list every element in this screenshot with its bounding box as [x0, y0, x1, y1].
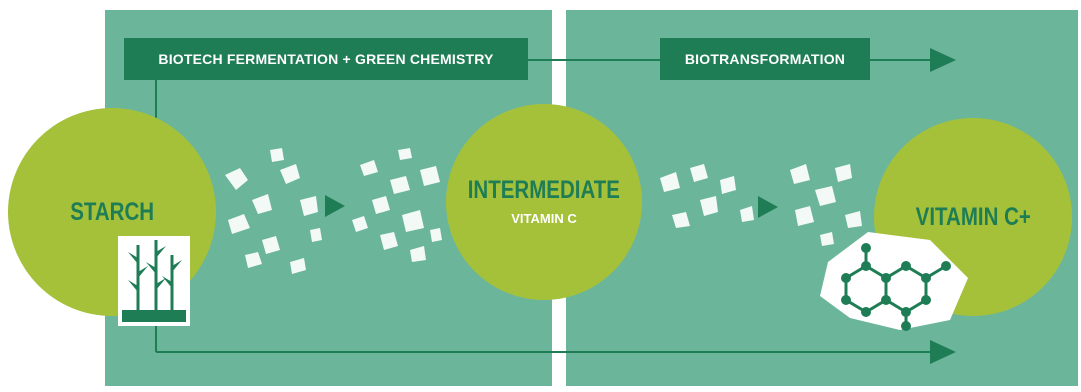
stage1-label: BIOTECH FERMENTATION + GREEN CHEMISTRY — [124, 38, 528, 80]
speckle-cluster-2 — [352, 148, 442, 262]
intermediate-title: INTERMEDIATE — [467, 176, 621, 204]
starch-node: STARCH — [8, 108, 216, 316]
speckle-cluster-1 — [225, 148, 322, 274]
top-arrow-icon — [930, 48, 956, 72]
speckle-cluster-4 — [790, 164, 862, 246]
middle-arrow-2-icon — [758, 196, 778, 218]
bottom-arrow-icon — [930, 340, 956, 364]
stage2-label: BIOTRANSFORMATION — [660, 38, 870, 80]
intermediate-subtitle: VITAMIN C — [511, 211, 577, 226]
intermediate-node: INTERMEDIATE VITAMIN C — [446, 104, 642, 300]
middle-arrow-1-icon — [325, 195, 345, 217]
starch-title: STARCH — [70, 197, 154, 226]
speckle-cluster-3 — [660, 164, 754, 228]
vitamin-c-plus-title: VITAMIN C+ — [915, 202, 1031, 231]
vitamin-c-plus-node: VITAMIN C+ — [874, 118, 1072, 316]
